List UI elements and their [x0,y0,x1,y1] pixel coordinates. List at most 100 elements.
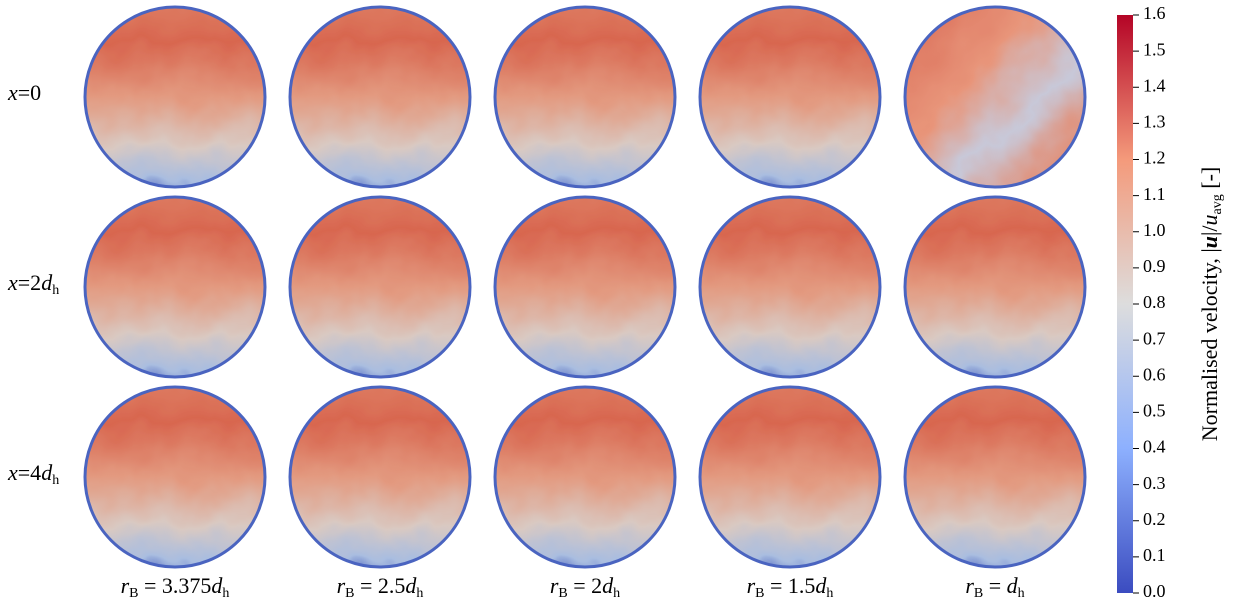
contour-field [680,0,900,207]
velocity-field [475,367,695,587]
colorbar-tick-label: 1.3 [1143,112,1166,132]
contour-plot [885,177,1105,397]
label-part: B [558,586,567,601]
row-label: x=4dh [7,460,59,488]
contour-grid [65,0,1105,587]
row-label: x=0 [7,80,41,105]
colorbar-tick-label: 0.8 [1143,292,1166,312]
contour-plot [680,0,900,207]
colorbar-tick-label: 0.6 [1143,364,1166,384]
velocity-field [680,177,900,397]
label-part: h [1018,586,1025,601]
velocity-field [680,0,900,207]
contour-plot [270,177,490,397]
label-part: x [7,270,18,295]
velocity-field [885,0,1105,207]
label-part: h [416,586,423,601]
label-part: h [52,473,59,488]
contour-plot [475,0,695,207]
velocity-field [65,177,285,397]
label-part: h [222,586,229,601]
label-part: Normalised velocity, | [1197,248,1222,441]
row-label: x=2dh [7,270,59,298]
contour-field [65,367,285,587]
contour-field [65,177,285,397]
label-part: B [129,586,138,601]
contour-field [270,177,490,397]
label-part: [-] [1197,167,1222,194]
colorbar-tick-label: 0.1 [1143,545,1166,565]
contour-plot [270,0,490,207]
contour-plot [885,367,1105,587]
label-part: =0 [18,80,41,105]
contour-field [270,0,490,207]
colorbar-tick-label: 0.3 [1143,473,1166,493]
velocity-field [65,367,285,587]
column-label: rB = 1.5dh [747,573,834,601]
contour-field [680,177,900,397]
velocity-field [885,177,1105,397]
contour-plot [475,177,695,397]
colorbar-tick-label: 0.4 [1143,437,1166,457]
label-part: = [983,573,1006,598]
label-part: B [345,586,354,601]
contour-plot [475,367,695,587]
contour-field [475,367,695,587]
contour-field [680,367,900,587]
figure: x=0x=2dhx=4dhrB = 3.375dhrB = 2.5dhrB = … [0,0,1240,610]
colorbar-tick-label: 0.5 [1143,401,1166,421]
contour-plot [885,0,1105,207]
velocity-field [65,0,285,207]
velocity-field [475,0,695,207]
label-part: x [7,80,18,105]
label-part: =4 [18,460,41,485]
label-part: = 3.375 [138,573,211,598]
contour-plot [270,367,490,587]
colorbar-tick-label: 1.1 [1143,184,1166,204]
label-part: = 2.5 [354,573,405,598]
contour-field [270,367,490,587]
colorbar-tick-label: 0.0 [1143,581,1166,601]
velocity-field [885,367,1105,587]
contour-plot [65,367,285,587]
label-part: x [7,460,18,485]
contour-field [885,177,1105,397]
contour-field [475,0,695,207]
velocity-field [270,0,490,207]
label-part: = 2 [568,573,602,598]
velocity-field [475,177,695,397]
colorbar-tick-label: 1.2 [1143,148,1166,168]
label-part: h [52,283,59,298]
label-part: B [974,586,983,601]
column-label: rB = 2.5dh [337,573,424,601]
contour-field [475,177,695,397]
column-label: rB = 2dh [550,573,620,601]
contour-plot [65,177,285,397]
contour-field [885,367,1105,587]
colorbar-tick-label: 1.4 [1143,75,1166,95]
contour-field [885,0,1105,207]
colorbar [1117,15,1133,593]
contour-plot [65,0,285,207]
column-label: rB = dh [965,573,1024,601]
colorbar-tick-label: 0.2 [1143,509,1166,529]
contour-plot [680,177,900,397]
column-label: rB = 3.375dh [121,573,230,601]
label-part: = 1.5 [764,573,815,598]
velocity-field [680,367,900,587]
contour-field [65,0,285,207]
label-part: u [1197,214,1222,225]
colorbar-tick-label: 0.7 [1143,328,1166,348]
contour-plot [680,367,900,587]
colorbar-tick-label: 1.0 [1143,220,1166,240]
colorbar-label: Normalised velocity, |u|/uavg [-] [1197,167,1225,441]
velocity-field [270,367,490,587]
colorbar-tick-label: 1.6 [1143,3,1166,23]
velocity-field [270,177,490,397]
label-part: u [1197,236,1222,248]
label-part: h [826,586,833,601]
label-part: =2 [18,270,41,295]
label-part: h [613,586,620,601]
colorbar-tick-label: 1.5 [1143,39,1166,59]
label-part: avg [1210,194,1225,214]
